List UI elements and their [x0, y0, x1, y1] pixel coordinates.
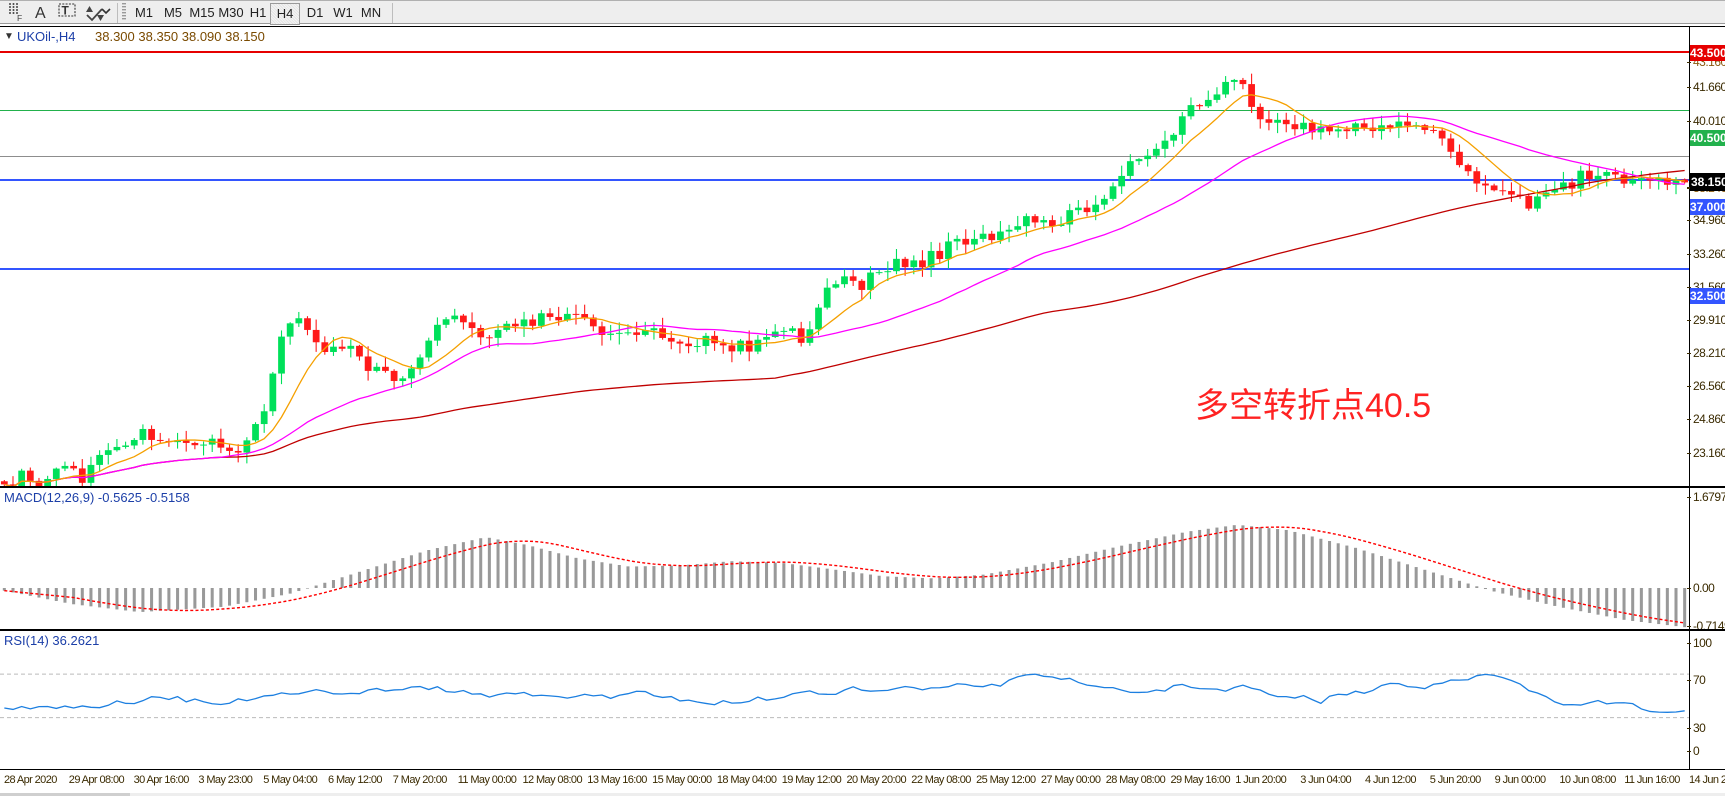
svg-text:F: F: [17, 13, 22, 23]
svg-text:A: A: [35, 5, 46, 22]
svg-text:T: T: [62, 4, 70, 18]
